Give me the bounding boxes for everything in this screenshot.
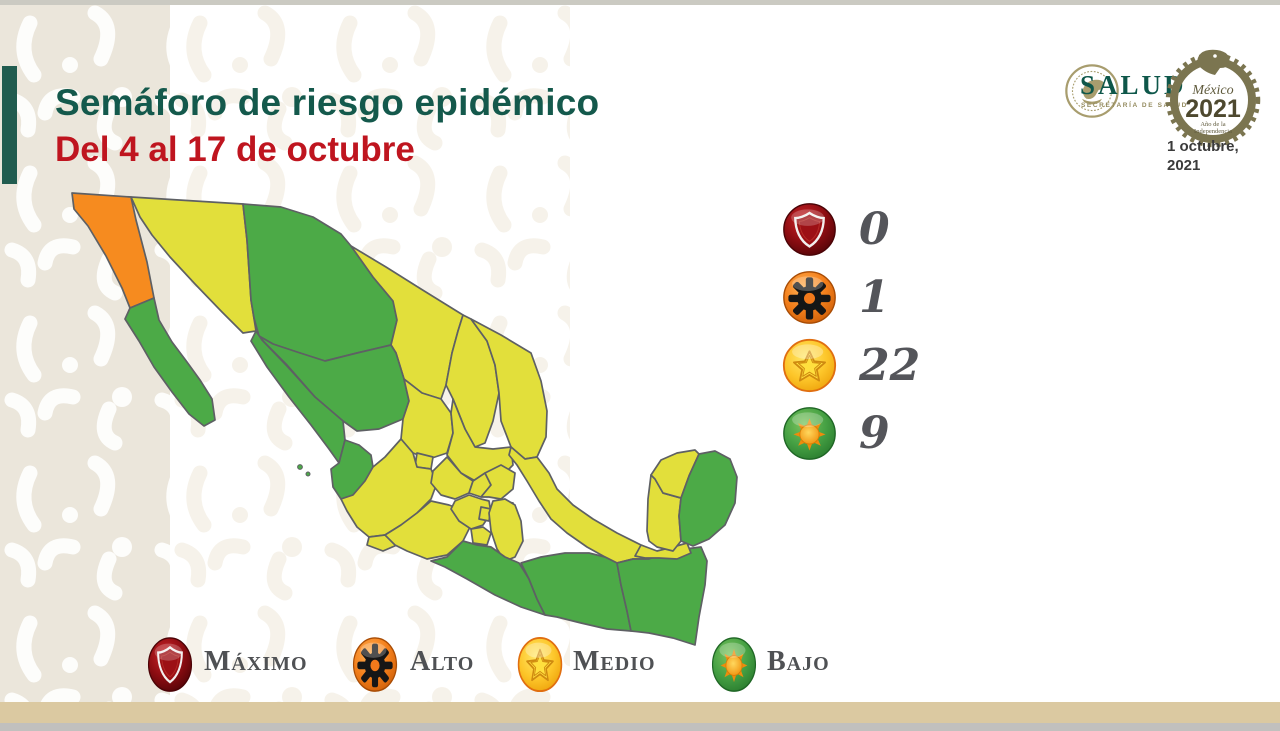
gear-icon [782,270,837,325]
islas-marias-2 [305,471,311,477]
state-chihuahua [242,203,398,362]
state-puebla [488,498,524,562]
sun-icon [711,636,757,693]
sun-icon [782,406,837,461]
summary-row-bajo: 9 [782,406,920,461]
title-accent-bar [2,66,17,184]
state-oaxaca [520,552,632,632]
summary-row-alto: 1 [782,270,920,325]
decorative-pattern-band [0,5,170,702]
date-note-line1: 1 octubre, [1167,138,1239,155]
top-border-strip [0,0,1280,5]
footer-gray-bar [0,723,1280,731]
state-quintana-roo [678,450,738,547]
count-bajo: 9 [859,408,890,459]
count-medio: 22 [859,340,921,391]
state-veracruz [508,446,656,564]
mx-script: México [1191,83,1233,98]
date-note-line2: 2021 [1167,157,1201,174]
salud-secretaria-label: SECRETARÍA DE SALUD [1081,102,1188,109]
date-note: 1 octubre, 2021 [1167,137,1239,175]
mx-tagline-1: Año de la [1200,121,1225,128]
summary-row-maximo: 0 [782,202,920,257]
page-subtitle: Del 4 al 17 de octubre [55,130,415,169]
footer-tan-bar [0,702,1280,723]
star-icon [517,636,563,693]
mx-tagline-2: Independencia [1194,128,1232,135]
state-baja-california-sur [124,297,216,427]
risk-summary: 0 1 22 9 [782,202,920,474]
star-icon [782,338,837,393]
legend-label-medio: Medio [573,646,656,677]
count-maximo: 0 [859,204,890,255]
islas-marias [297,464,303,470]
eagle-seal-icon [1065,64,1119,118]
state-zacatecas [400,378,454,460]
feather-ring-icon [1165,52,1261,148]
count-alto: 1 [859,272,890,323]
page-title: Semáforo de riesgo epidémico [55,82,600,123]
legend-label-alto: Alto [410,646,475,677]
salud-logo [1065,64,1119,118]
gear-icon [352,636,398,693]
mx-year: 2021 [1185,95,1241,123]
mexico-risk-map [71,192,738,646]
state-chiapas [616,546,708,646]
summary-row-medio: 22 [782,338,920,393]
legend-label-bajo: Bajo [767,646,830,677]
state-morelos [470,526,492,546]
state-cdmx [478,506,492,522]
shield-icon [147,636,193,693]
mexico-2021-logo: México 2021 Año de la Independencia [1165,49,1261,148]
legend-label-maximo: Máximo [204,646,308,677]
serpent-head-icon [1197,49,1230,75]
shield-icon [782,202,837,257]
